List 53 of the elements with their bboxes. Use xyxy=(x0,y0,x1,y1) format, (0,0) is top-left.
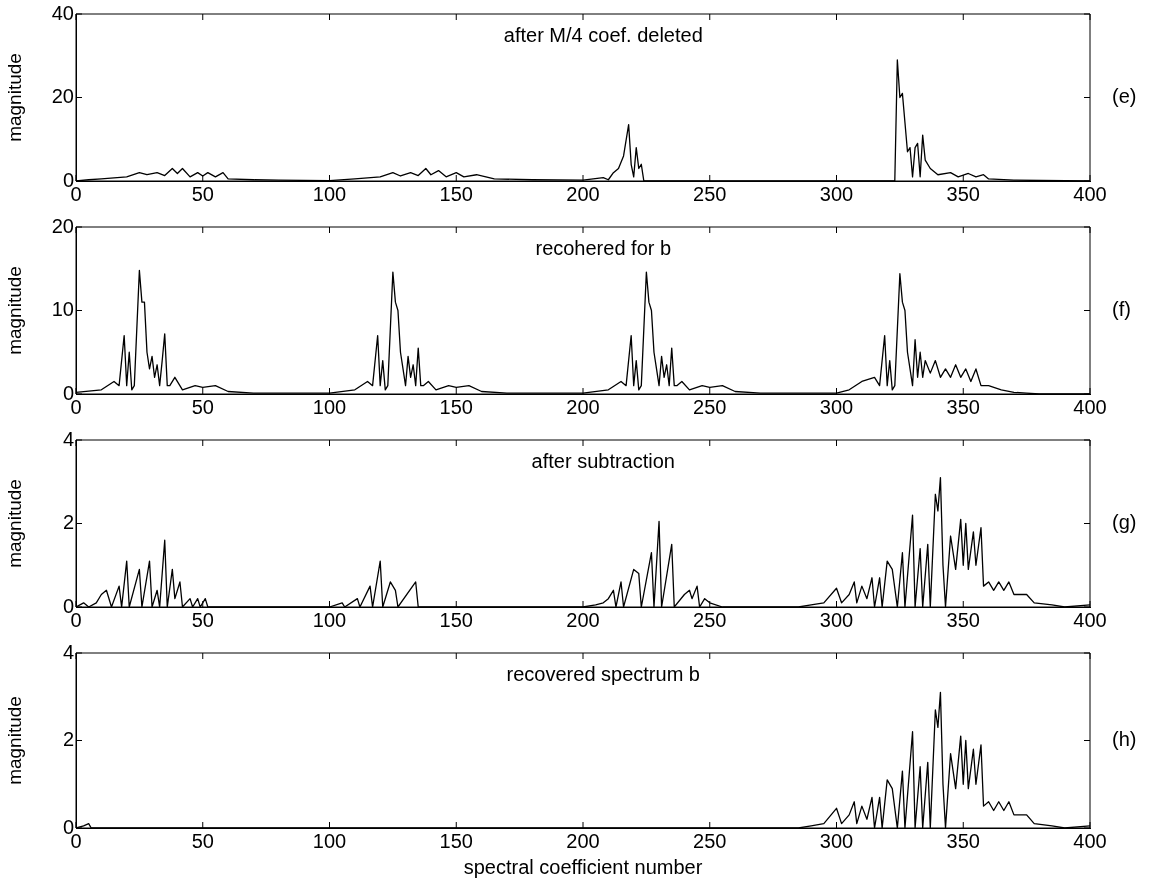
y-axis-title: magnitude xyxy=(3,696,25,785)
y-tick-label: 4 xyxy=(62,640,74,663)
text: (e) xyxy=(1112,85,1137,108)
x-tick-label: 400 xyxy=(1073,395,1107,418)
y-tick-label: 4 xyxy=(62,427,74,450)
x-tick-label: 150 xyxy=(439,395,473,418)
x-tick-label: 100 xyxy=(312,608,347,631)
x-tick-label: 250 xyxy=(693,608,727,631)
x-axis-title: spectral coefficient number xyxy=(463,855,703,878)
text: recovered spectrum b xyxy=(506,662,700,685)
x-tick-label: 50 xyxy=(191,608,214,631)
text: (f) xyxy=(1112,298,1131,321)
y-axis-title: magnitude xyxy=(3,266,25,355)
x-tick-label: 250 xyxy=(693,829,727,852)
y-axis-title: magnitude xyxy=(3,53,25,142)
x-tick-label: 100 xyxy=(312,829,347,852)
x-tick-label: 350 xyxy=(946,395,980,418)
y-tick-label: 40 xyxy=(51,1,74,24)
text: (h) xyxy=(1112,728,1137,751)
text: recohered for b xyxy=(535,236,672,259)
x-tick-label: 200 xyxy=(566,829,600,852)
x-tick-label: 300 xyxy=(819,395,854,418)
x-tick-label: 200 xyxy=(566,395,600,418)
x-tick-label: 350 xyxy=(946,608,980,631)
x-tick-label: 200 xyxy=(566,182,600,205)
y-tick-label: 2 xyxy=(62,728,74,751)
x-tick-label: 300 xyxy=(819,829,854,852)
x-tick-label: 400 xyxy=(1073,829,1107,852)
x-tick-label: 100 xyxy=(312,182,347,205)
text: after M/4 coef. deleted xyxy=(503,23,703,46)
x-tick-label: 250 xyxy=(693,395,727,418)
text: (g) xyxy=(1112,511,1137,534)
x-tick-label: 100 xyxy=(312,395,347,418)
y-tick-label: 2 xyxy=(62,511,74,534)
x-tick-label: 350 xyxy=(946,182,980,205)
x-tick-label: 350 xyxy=(946,829,980,852)
x-tick-label: 250 xyxy=(693,182,727,205)
x-tick-label: 150 xyxy=(439,829,473,852)
x-tick-label: 50 xyxy=(191,395,214,418)
x-tick-label: 300 xyxy=(819,182,854,205)
x-tick-label: 50 xyxy=(191,829,214,852)
y-tick-label: 20 xyxy=(51,85,74,108)
x-tick-label: 400 xyxy=(1073,608,1107,631)
x-tick-label: 400 xyxy=(1073,182,1107,205)
x-tick-label: 150 xyxy=(439,182,473,205)
x-tick-label: 300 xyxy=(819,608,854,631)
y-axis-title: magnitude xyxy=(3,479,25,568)
y-tick-label: 20 xyxy=(51,214,74,237)
y-tick-label: 10 xyxy=(51,298,74,321)
x-tick-label: 200 xyxy=(566,608,600,631)
text: after subtraction xyxy=(531,449,675,472)
x-tick-label: 50 xyxy=(191,182,214,205)
x-tick-label: 150 xyxy=(439,608,473,631)
